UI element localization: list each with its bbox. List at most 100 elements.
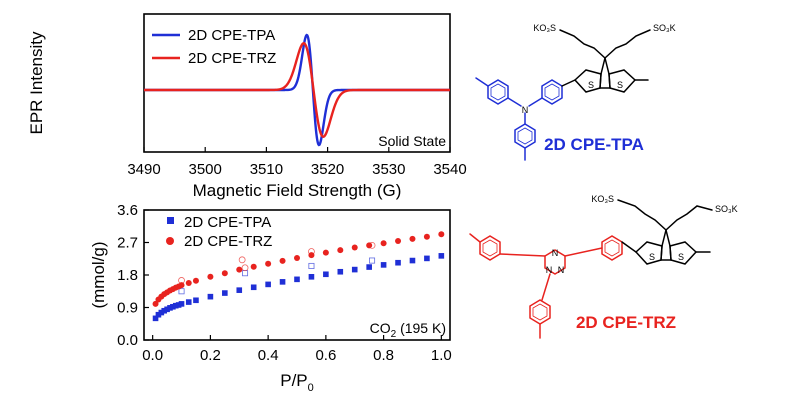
trz-polymer-structure: N N N S S KO₃S SO₃K 2D CPE-TRZ	[469, 194, 738, 339]
isotherm-desorption-point-tpa	[308, 262, 315, 269]
isotherm-y-tick-label: 0.9	[117, 300, 138, 317]
isotherm-desorption-point-trz	[368, 241, 376, 249]
isotherm-point-trz	[395, 238, 402, 245]
epr-x-tick-label: 3540	[433, 161, 466, 178]
epr-x-tick-label: 3490	[127, 161, 160, 178]
tpa-structure-label: 2D CPE-TPA	[544, 135, 644, 154]
trz-phenyl-ring-bottom-inner	[532, 303, 548, 321]
isotherm-annotation-rest: (195 K)	[396, 320, 446, 336]
isotherm-x-tick-label: 0.8	[373, 347, 394, 364]
isotherm-points	[152, 231, 445, 322]
isotherm-point-trz	[152, 300, 159, 307]
epr-x-tick-label: 3500	[189, 161, 222, 178]
isotherm-point-tpa	[178, 301, 185, 307]
trz-sulfur-left: S	[649, 252, 655, 262]
trz-phenyl-ring-left-inner	[482, 239, 498, 257]
isotherm-point-trz	[351, 244, 358, 251]
isotherm-point-tpa	[279, 279, 286, 285]
epr-x-axis-title: Magnetic Field Strength (G)	[193, 181, 402, 200]
isotherm-point-tpa	[337, 268, 344, 275]
isotherm-desorption-point-tpa	[369, 257, 376, 264]
isotherm-point-tpa	[294, 276, 300, 283]
isotherm-point-trz	[185, 279, 192, 286]
isotherm-legend-marker-trz	[166, 237, 174, 245]
isotherm-x-tick-label: 0.4	[258, 347, 279, 364]
isotherm-x-tick-label: 0.0	[142, 347, 163, 364]
isotherm-point-tpa	[424, 255, 430, 262]
isotherm-point-trz	[207, 273, 214, 280]
isotherm-point-tpa	[185, 299, 192, 305]
isotherm-point-tpa	[222, 290, 228, 296]
isotherm-point-trz	[236, 266, 243, 273]
trz-bond-bottom	[541, 273, 551, 301]
isotherm-point-tpa	[170, 303, 176, 310]
isotherm-point-tpa	[207, 293, 214, 300]
tpa-sulfonate-left: KO₃S	[533, 23, 556, 33]
trz-side-chain-left	[617, 199, 667, 231]
trz-sulfur-right: S	[678, 252, 684, 262]
trz-bond-left	[499, 253, 546, 257]
tpa-side-chain-left	[559, 29, 606, 59]
isotherm-point-tpa	[152, 315, 159, 322]
epr-x-axis: 3490 3500 3510 3520 3530 3540	[127, 147, 467, 178]
trz-side-chain-right	[665, 205, 713, 231]
isotherm-point-tpa	[236, 287, 243, 293]
isotherm-point-tpa	[380, 262, 387, 268]
trz-nitrogen-right: N	[558, 265, 565, 275]
tpa-polymer-structure: N S S KO₃S SO₃K 2D CPE-TPA	[475, 23, 676, 161]
tpa-bond-to-cpdt	[561, 79, 576, 87]
isotherm-point-trz	[337, 247, 344, 254]
isotherm-y-tick-label: 3.6	[117, 202, 138, 219]
isotherm-point-trz	[265, 260, 272, 267]
isotherm-point-trz	[438, 231, 445, 238]
epr-x-tick-label: 3530	[372, 161, 405, 178]
tpa-sulfur-left: S	[588, 80, 594, 90]
isotherm-point-tpa	[158, 309, 165, 316]
epr-legend-label-tpa: 2D CPE-TPA	[188, 27, 275, 44]
isotherm-legend-label-tpa: 2D CPE-TPA	[184, 214, 271, 231]
isotherm-point-tpa	[351, 266, 358, 273]
isotherm-x-axis-title: P/P0	[280, 371, 314, 394]
isotherm-point-tpa	[438, 253, 445, 259]
isotherm-point-trz	[178, 282, 185, 289]
trz-cpdt-unit	[617, 199, 713, 265]
tpa-phenyl-ring-bottom-inner	[517, 127, 533, 145]
isotherm-point-tpa	[161, 307, 168, 314]
epr-y-axis-title: EPR Intensity	[27, 31, 46, 134]
isotherm-legend-label-trz: 2D CPE-TRZ	[184, 233, 272, 250]
isotherm-point-tpa	[308, 274, 315, 280]
isotherm-annotation-main: CO	[370, 320, 391, 336]
isotherm-y-axis-title: (mmol/g)	[89, 241, 108, 308]
isotherm-y-tick-label: 1.8	[117, 267, 138, 284]
isotherm-desorption-point-trz	[241, 264, 249, 272]
epr-annotation: Solid State	[378, 133, 446, 149]
tpa-side-chain-right	[604, 29, 651, 59]
trz-cyclopentane	[660, 229, 672, 261]
tpa-bond-out-left	[475, 77, 489, 87]
epr-x-tick-label: 3520	[311, 161, 344, 178]
trz-sulfonate-left: KO₃S	[591, 194, 614, 204]
isotherm-legend-marker-tpa	[167, 217, 174, 224]
trz-nitrogen-left: N	[546, 265, 553, 275]
trz-sulfonate-right: SO₃K	[715, 204, 738, 214]
isotherm-annotation-sub: 2	[391, 329, 397, 340]
isotherm-desorption-point-trz	[178, 277, 185, 284]
isotherm-y-axis: 0.0 0.9 1.8 2.7 3.6	[117, 202, 149, 349]
isotherm-point-trz	[250, 263, 257, 270]
tpa-triphenylamine-core	[475, 77, 563, 161]
isotherm-point-trz	[294, 255, 300, 262]
isotherm-point-tpa	[250, 284, 257, 291]
trz-bond-to-cpdt	[621, 241, 637, 253]
tpa-cpdt-unit	[559, 29, 651, 93]
isotherm-x-axis-title-main: P/P	[280, 371, 307, 390]
isotherm-x-axis-title-sub: 0	[308, 382, 314, 394]
isotherm-point-tpa	[366, 264, 372, 270]
isotherm-x-tick-label: 0.6	[315, 347, 336, 364]
isotherm-point-trz	[279, 257, 286, 264]
trz-bond-right	[564, 247, 603, 257]
trz-bond-out-left	[469, 233, 481, 243]
isotherm-point-trz	[409, 235, 416, 242]
isotherm-point-tpa	[172, 302, 179, 309]
isotherm-point-tpa	[175, 302, 182, 308]
isotherm-point-tpa	[323, 271, 329, 278]
